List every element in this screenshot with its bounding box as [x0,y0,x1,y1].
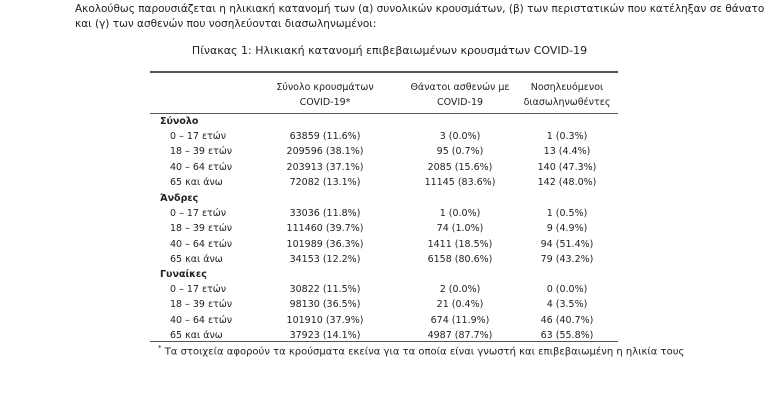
table-row: 18 – 39 ετών 98130 (36.5%) 21 (0.4%) 4 (3.5… [150,297,618,312]
table-cell: 11145 (83.6%) [424,176,496,188]
table-cell: 13 (4.4%) [543,146,591,158]
age-label: 40 – 64 ετών [170,238,233,250]
table-cell: 4987 (87.7%) [427,329,493,341]
age-label: 65 και άνω [170,176,223,188]
table-cell: 74 (1.0%) [436,223,484,235]
table-cell: 2 (0.0%) [439,284,481,295]
table-row: 18 – 39 ετών 111460 (39.7%) 74 (1.0%) 9 (4.… [150,221,618,236]
age-label: 0 – 17 ετών [170,208,227,219]
table-cell: 95 (0.7%) [436,146,484,158]
table-cell: 101910 (37.9%) [286,314,364,326]
table-cell: 674 (11.9%) [430,314,490,326]
table-cell: 203913 (37.1%) [286,161,364,173]
table-row: 65 και άνω 34153 (12.2%) 6158 (80.6%) 79 (4… [150,252,618,267]
table-cell: 0 (0.0%) [546,284,588,295]
table-cell: 142 (48.0%) [537,176,597,188]
table-cell: 98130 (36.5%) [289,299,361,311]
table-cell: 2085 (15.6%) [427,161,493,173]
footnote-text: Τα στοιχεία αφορούν τα κρούσματα εκείνα … [164,346,685,358]
table-row: 65 και άνω 72082 (13.1%) 11145 (83.6%) 142 … [150,175,618,190]
group-row: Σύνολο [150,114,618,129]
table-row: 40 – 64 ετών 101910 (37.9%) 674 (11.9%) 46 … [150,313,618,328]
group-label: Σύνολο [160,116,199,127]
age-label: 65 και άνω [170,253,223,265]
table-cell: 140 (47.3%) [537,161,597,173]
header-line: COVID-19 [436,97,484,108]
age-label: 40 – 64 ετών [170,314,233,326]
table-cell: 94 (51.4%) [540,238,594,250]
table-cell: 3 (0.0%) [439,131,481,142]
header-line: Νοσηλευόμενοι [530,82,604,93]
header-deaths: Θάνατοι ασθενών με COVID-19 [390,80,530,110]
table-cell: 34153 (12.2%) [289,253,361,265]
table-cell: 72082 (13.1%) [289,176,361,188]
header-line: Θάνατοι ασθενών με [410,82,510,93]
table-cell: 37923 (14.1%) [289,329,361,341]
table-cell: 33036 (11.8%) [289,208,361,219]
table-row: 18 – 39 ετών 209596 (38.1%) 95 (0.7%) 13 (4… [150,144,618,159]
header-line: διασωληνωθέντες [523,97,611,108]
table-top-rule [150,71,618,73]
table-cell: 9 (4.9%) [546,223,588,235]
group-label: Γυναίκες [160,269,207,280]
table-cell: 30822 (11.5%) [289,284,361,295]
table-bottom-rule [150,341,618,342]
header-line: COVID-19* [299,97,351,108]
table-row: 0 – 17 ετών 33036 (11.8%) 1 (0.0%) 1 (0.5%) [150,206,618,221]
table-row: 0 – 17 ετών 63859 (11.6%) 3 (0.0%) 1 (0.3%) [150,129,618,144]
table-row: 40 – 64 ετών 101989 (36.3%) 1411 (18.5%) 94… [150,237,618,252]
age-label: 65 και άνω [170,329,223,341]
age-label: 18 – 39 ετών [170,299,233,311]
table-row: 0 – 17 ετών 30822 (11.5%) 2 (0.0%) 0 (0.0%) [150,282,618,297]
table-cell: 79 (43.2%) [540,253,594,265]
table-cell: 63 (55.8%) [540,329,594,341]
table-cell: 6158 (80.6%) [427,253,493,265]
header-rule [150,113,618,114]
table-row: 40 – 64 ετών 203913 (37.1%) 2085 (15.6%) 14… [150,160,618,175]
table-cell: 101989 (36.3%) [286,238,364,250]
footnote: * Τα στοιχεία αφορούν τα κρούσματα εκείν… [158,344,684,357]
header-line: Σύνολο κρουσμάτων [276,82,374,93]
intro-paragraph: Ακολούθως παρουσιάζεται η ηλικιακή καταν… [75,3,765,30]
age-label: 18 – 39 ετών [170,146,233,158]
table-cell: 209596 (38.1%) [286,146,364,158]
table-cell: 63859 (11.6%) [289,131,361,142]
age-label: 0 – 17 ετών [170,131,227,142]
table-cell: 1 (0.0%) [439,208,481,219]
age-label: 0 – 17 ετών [170,284,227,295]
header-total-cases: Σύνολο κρουσμάτων COVID-19* [255,80,395,110]
table-cell: 111460 (39.7%) [286,223,364,235]
table-cell: 4 (3.5%) [546,299,588,311]
group-label: Άνδρες [160,193,199,204]
group-row: Άνδρες [150,191,618,206]
table-cell: 1 (0.3%) [546,131,588,142]
table-cell: 46 (40.7%) [540,314,594,326]
table-cell: 1 (0.5%) [546,208,588,219]
header-intubated: Νοσηλευόμενοι διασωληνωθέντες [497,80,637,110]
table-cell: 21 (0.4%) [436,299,484,311]
age-label: 40 – 64 ετών [170,161,233,173]
group-row: Γυναίκες [150,267,618,282]
table-title: Πίνακας 1: Ηλικιακή κατανομή επιβεβαιωμέ… [191,44,588,57]
table-row: 65 και άνω 37923 (14.1%) 4987 (87.7%) 63 (5… [150,328,618,343]
table-cell: 1411 (18.5%) [427,238,493,250]
footnote-mark: * [158,344,162,352]
age-label: 18 – 39 ετών [170,223,233,235]
